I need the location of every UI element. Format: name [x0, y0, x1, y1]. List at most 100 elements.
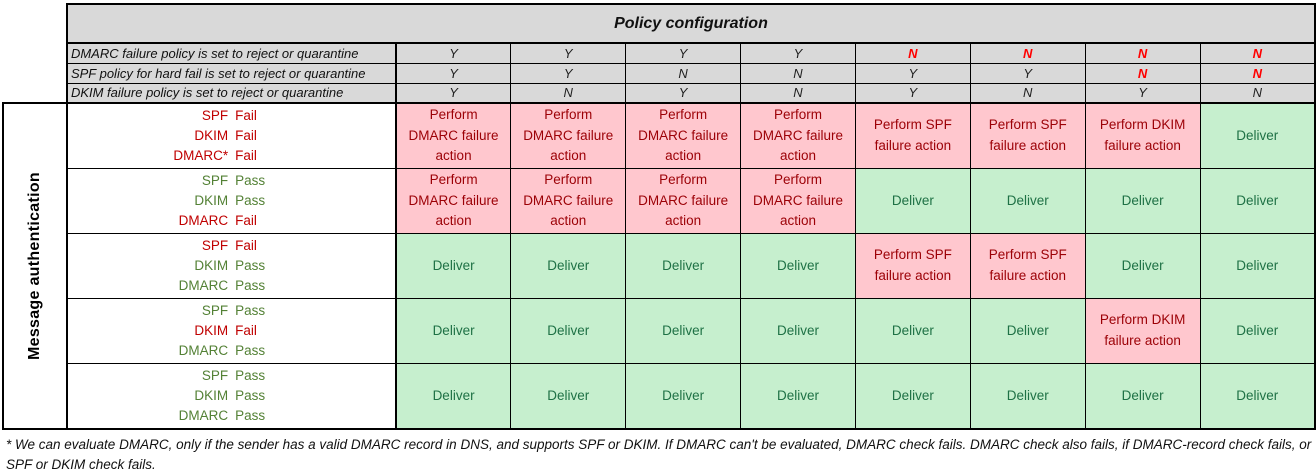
policy-value-cell: N	[1199, 82, 1316, 104]
outcome-cell: Deliver	[740, 363, 856, 430]
outcome-cell: Perform DMARC failure action	[395, 168, 512, 234]
outcome-cell: Deliver	[740, 298, 856, 364]
check-line: DKIM Fail	[69, 126, 394, 146]
policy-value-cell: Y	[394, 42, 512, 64]
policy-value-cell: N	[625, 62, 742, 84]
outcome-cell: Deliver	[395, 298, 512, 364]
check-line: DKIM Pass	[69, 386, 394, 406]
outcome-cell: Perform DMARC failure action	[510, 102, 627, 169]
auth-row-2: SPF Pass DKIM Pass DMARC Fail Perform DMARC…	[3, 168, 1316, 234]
outcome-cell: Deliver	[1199, 298, 1316, 364]
check-name: DMARC	[178, 408, 229, 423]
check-name: DMARC	[178, 343, 229, 358]
outcome-cell: Deliver	[1084, 233, 1201, 299]
policy-row-spf: SPF policy for hard fail is set to rejec…	[3, 62, 1316, 84]
outcome-cell: Perform DMARC failure action	[625, 102, 742, 169]
outcome-cell: Perform SPF failure action	[854, 102, 971, 169]
check-name: DMARC	[178, 278, 229, 293]
check-result: Pass	[235, 343, 266, 358]
outcome-cell: Deliver	[625, 298, 742, 364]
check-line: DMARC Fail	[69, 211, 394, 231]
check-result: Pass	[235, 368, 266, 383]
check-line: SPF Fail	[69, 236, 394, 256]
outcome-cell: Deliver	[1199, 102, 1316, 169]
policy-value-cell: N	[1084, 62, 1201, 84]
auth-checks-cell: SPF Fail DKIM Pass DMARC Pass	[65, 233, 397, 299]
policy-value-cell: Y	[740, 42, 856, 64]
check-line: DMARC Pass	[69, 276, 394, 296]
outcome-cell: Deliver	[1084, 363, 1201, 430]
auth-row-3: SPF Fail DKIM Pass DMARC Pass Deliver Deliv…	[3, 233, 1316, 299]
policy-value-cell: N	[740, 82, 856, 104]
policy-value-cell: Y	[854, 62, 971, 84]
blank-corner	[3, 4, 67, 103]
outcome-cell: Deliver	[969, 298, 1086, 364]
policy-value-cell: Y	[510, 62, 627, 84]
outcome-cell: Perform DKIM failure action	[1084, 102, 1201, 169]
check-line: SPF Pass	[69, 366, 394, 386]
check-line: DKIM Pass	[69, 191, 394, 211]
check-name: DMARC*	[173, 148, 229, 163]
check-result: Fail	[235, 108, 257, 123]
check-name: DKIM	[194, 388, 229, 403]
outcome-cell: Perform SPF failure action	[854, 233, 971, 299]
message-auth-label-cell: Message authentication	[2, 102, 68, 430]
outcome-cell: Deliver	[854, 298, 971, 364]
policy-value-cell: Y	[625, 82, 742, 104]
check-line: DKIM Fail	[69, 321, 394, 341]
outcome-cell: Deliver	[1084, 168, 1201, 234]
check-result: Pass	[235, 408, 266, 423]
policy-value-cell: Y	[394, 62, 512, 84]
check-name: SPF	[201, 368, 229, 383]
check-result: Pass	[235, 193, 266, 208]
policy-value-cell: Y	[625, 42, 742, 64]
outcome-cell: Deliver	[740, 233, 856, 299]
check-result: Fail	[235, 148, 257, 163]
check-line: DMARC Pass	[69, 341, 394, 361]
check-line: SPF Pass	[69, 171, 394, 191]
outcome-cell: Deliver	[854, 363, 971, 430]
policy-value-cell: N	[969, 42, 1086, 64]
policy-value-cell: N	[740, 62, 856, 84]
outcome-cell: Perform DKIM failure action	[1084, 298, 1201, 364]
policy-value-cell: N	[1084, 42, 1201, 64]
outcome-cell: Perform SPF failure action	[969, 102, 1086, 169]
auth-row-4: SPF Pass DKIM Fail DMARC Pass Deliver Deliv…	[3, 298, 1316, 364]
outcome-cell: Perform SPF failure action	[969, 233, 1086, 299]
auth-checks-cell: SPF Pass DKIM Pass DMARC Fail	[65, 168, 397, 234]
outcome-cell: Deliver	[510, 298, 627, 364]
outcome-cell: Deliver	[510, 233, 627, 299]
policy-value-cell: N	[854, 42, 971, 64]
auth-row-1: Message authentication SPF Fail DKIM Fail …	[2, 102, 1316, 430]
check-line: DMARC* Fail	[69, 146, 394, 166]
check-result: Pass	[235, 173, 266, 188]
outcome-cell: Deliver	[1199, 233, 1316, 299]
check-result: Fail	[235, 213, 257, 228]
policy-row-label: DKIM failure policy is set to reject or …	[65, 82, 397, 104]
outcome-cell: Perform DMARC failure action	[510, 168, 627, 234]
outcome-cell: Deliver	[1199, 168, 1316, 234]
check-name: DKIM	[194, 323, 229, 338]
check-line: DKIM Pass	[69, 256, 394, 276]
outcome-cell: Perform DMARC failure action	[395, 102, 512, 169]
check-name: SPF	[201, 303, 229, 318]
auth-checks-cell: SPF Pass DKIM Pass DMARC Pass	[65, 363, 397, 430]
outcome-cell: Deliver	[854, 168, 971, 234]
check-result: Pass	[235, 388, 266, 403]
policy-row-label: DMARC failure policy is set to reject or…	[65, 42, 397, 64]
outcome-cell: Deliver	[969, 168, 1086, 234]
check-result: Fail	[235, 238, 257, 253]
check-result: Fail	[235, 323, 257, 338]
outcome-cell: Deliver	[395, 233, 512, 299]
auth-checks-cell: SPF Pass DKIM Fail DMARC Pass	[65, 298, 397, 364]
outcome-cell: Deliver	[395, 363, 512, 430]
check-name: SPF	[201, 108, 229, 123]
check-line: SPF Pass	[69, 301, 394, 321]
policy-value-cell: N	[1199, 62, 1316, 84]
policy-value-cell: N	[510, 82, 627, 104]
outcome-cell: Deliver	[625, 233, 742, 299]
policy-row-label: SPF policy for hard fail is set to rejec…	[65, 62, 397, 84]
policy-matrix-table: Policy configuration DMARC failure polic…	[2, 3, 1316, 430]
check-name: DKIM	[194, 193, 229, 208]
